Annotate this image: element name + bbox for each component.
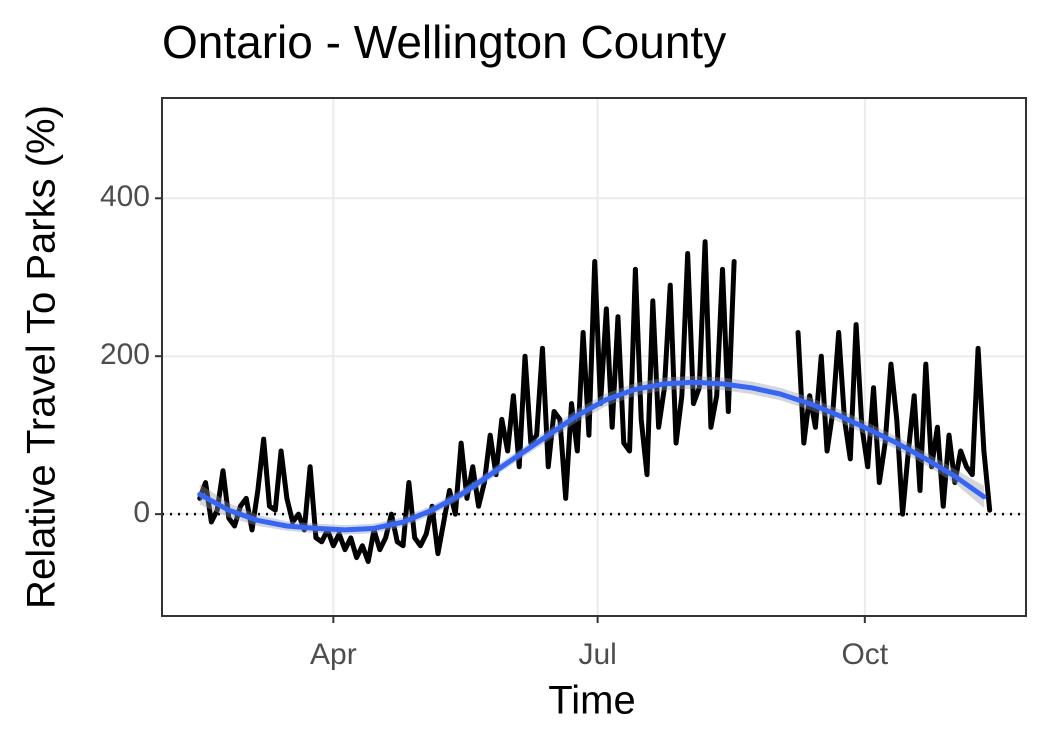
series-line (197, 239, 993, 565)
y-tick-label: 0 (133, 496, 150, 529)
y-axis-label: Relative Travel To Parks (%) (20, 105, 64, 609)
series-line (197, 379, 987, 533)
x-axis-label: Time (548, 679, 635, 723)
y-tick-label: 400 (100, 180, 150, 213)
y-tick-label: 200 (100, 338, 150, 371)
x-tick-label: Oct (841, 638, 888, 671)
x-tick-label: Jul (578, 638, 616, 671)
chart-title: Ontario - Wellington County (162, 16, 726, 68)
panel-border (161, 97, 1027, 617)
x-tick-label: Apr (310, 638, 357, 671)
